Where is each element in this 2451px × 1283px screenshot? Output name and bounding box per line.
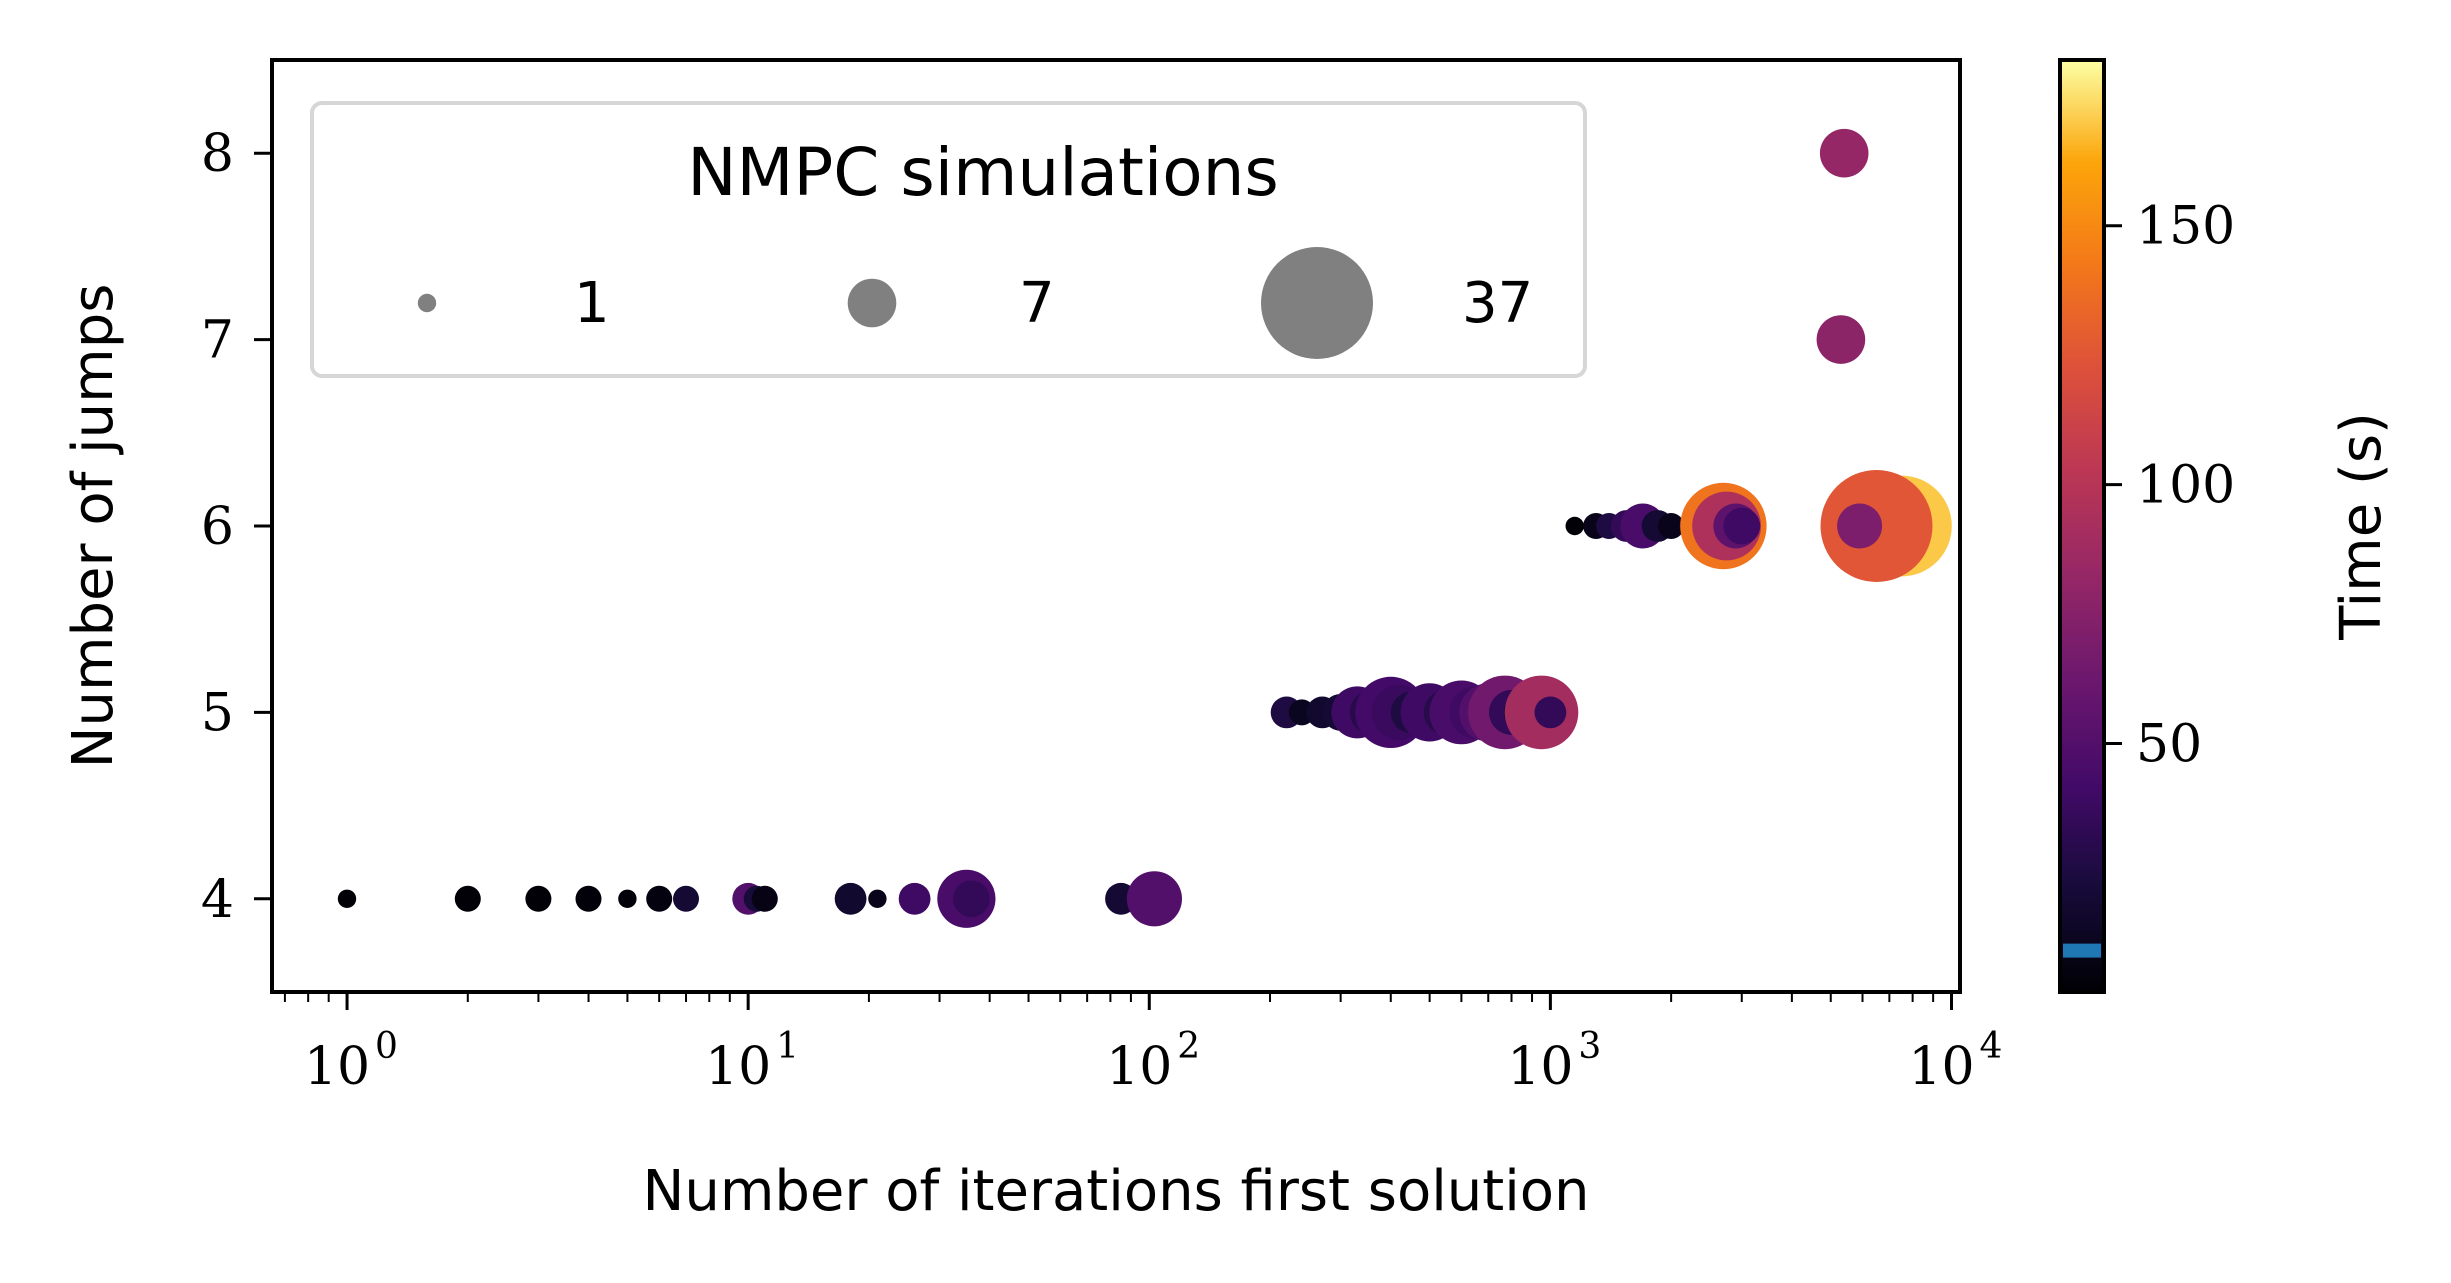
data-point-47 [1723, 507, 1761, 545]
data-point-2 [525, 885, 552, 912]
x-tick-exponent-2: 2 [1177, 1026, 1200, 1067]
x-tick-label-4: 10 [1908, 1037, 1974, 1097]
data-point-5 [646, 885, 673, 912]
data-point-42 [1658, 513, 1685, 539]
y-axis-ticks: 4 5 6 7 8 [201, 124, 272, 930]
x-tick-label-1: 10 [705, 1037, 771, 1097]
data-point-9 [751, 885, 778, 912]
x-tick-exponent-4: 4 [1980, 1026, 2003, 1067]
colorbar-marker [2063, 943, 2101, 958]
legend: NMPC simulations 1 7 37 [310, 101, 1587, 378]
legend-label-37: 37 [1462, 271, 1533, 336]
colorbar-gradient [2060, 60, 2104, 992]
x-tick-exponent-3: 3 [1578, 1026, 1601, 1067]
y-axis-label: Number of jumps [61, 284, 126, 769]
x-tick-label-0: 10 [304, 1037, 370, 1097]
y-tick-label-2: 6 [201, 497, 234, 557]
data-point-3 [575, 885, 602, 912]
data-point-52 [1819, 128, 1869, 178]
colorbar-label: Time (s) [2329, 412, 2394, 641]
colorbar: 50 100 150 Time (s) [2058, 58, 2394, 994]
data-point-36 [1565, 516, 1584, 536]
data-point-10 [834, 882, 867, 915]
legend-label-7: 7 [1019, 271, 1055, 336]
x-tick-label-2: 10 [1106, 1037, 1172, 1097]
data-point-4 [618, 889, 637, 908]
legend-label-1: 1 [574, 271, 610, 336]
x-axis-ticks: 10 0 10 1 10 2 10 3 10 4 [283, 992, 2003, 1097]
colorbar-frame [2058, 58, 2106, 994]
x-axis-label: Number of iterations first solution [642, 1159, 1589, 1224]
legend-marker-37 [1261, 247, 1373, 359]
colorbar-tick-label-1: 100 [2136, 456, 2235, 516]
legend-title: NMPC simulations [687, 134, 1279, 211]
colorbar-tick-label-0: 50 [2136, 714, 2202, 774]
x-tick-exponent-1: 1 [776, 1026, 799, 1067]
data-point-51 [1816, 315, 1866, 364]
x-tick-exponent-0: 0 [375, 1026, 398, 1067]
data-point-1 [454, 885, 481, 912]
data-point-11 [868, 889, 887, 908]
colorbar-ticks: 50 100 150 [2104, 197, 2235, 774]
y-tick-label-0: 4 [201, 870, 234, 930]
data-points [337, 128, 1952, 928]
legend-marker-7 [847, 278, 897, 328]
x-tick-label-3: 10 [1507, 1037, 1573, 1097]
data-point-35 [1534, 696, 1567, 729]
data-point-0 [337, 889, 357, 908]
data-point-6 [673, 885, 699, 912]
data-point-50 [1837, 503, 1883, 549]
data-point-12 [898, 882, 931, 915]
colorbar-tick-label-2: 150 [2136, 197, 2235, 257]
y-tick-label-3: 7 [201, 311, 234, 371]
y-tick-label-4: 8 [201, 124, 234, 184]
data-point-14 [952, 880, 990, 918]
y-tick-label-1: 5 [201, 683, 234, 743]
legend-marker-1 [417, 293, 437, 313]
data-point-16 [1126, 871, 1182, 927]
